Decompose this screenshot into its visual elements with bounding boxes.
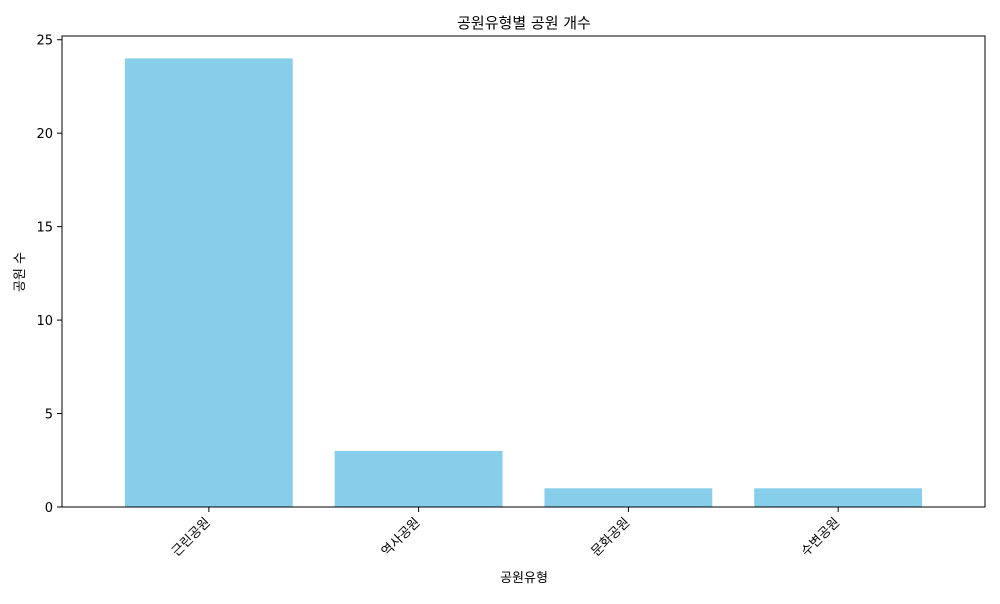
y-tick-label: 10 — [36, 314, 53, 329]
plot-area — [61, 35, 986, 508]
y-tick-label: 20 — [36, 127, 53, 142]
y-axis: 0 5 10 15 20 25 — [36, 34, 62, 516]
x-axis-label: 공원유형 — [500, 571, 548, 586]
bar-4 — [754, 488, 923, 507]
y-axis-label: 공원 수 — [13, 252, 28, 292]
bar-1 — [124, 58, 293, 508]
x-axis: 근린공원 역사공원 문화공원 수변공원 — [169, 507, 843, 560]
x-tick-label: 역사공원 — [379, 515, 423, 559]
x-tick-label: 문화공원 — [589, 515, 633, 559]
bar-3 — [544, 488, 713, 507]
y-tick-label: 15 — [36, 221, 53, 236]
chart-title: 공원유형별 공원 개수 — [457, 14, 591, 32]
x-tick-label: 근린공원 — [169, 515, 213, 559]
plot-frame — [61, 35, 986, 508]
y-tick-label: 25 — [36, 34, 53, 49]
y-tick-label: 0 — [45, 501, 53, 516]
bar-2 — [334, 450, 503, 507]
x-tick-label: 수변공원 — [799, 515, 843, 559]
y-tick-label: 5 — [45, 408, 53, 423]
